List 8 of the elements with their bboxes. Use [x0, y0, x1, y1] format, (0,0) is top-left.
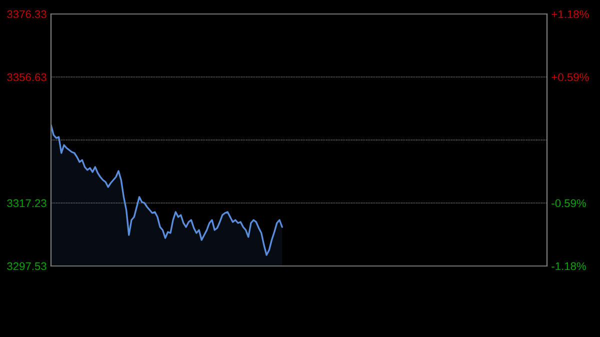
y-tick-label: 3317.23 [7, 199, 46, 208]
y2-tick-label: -0.59% [552, 199, 586, 208]
y2-tick-label: +0.59% [552, 73, 589, 82]
y2-tick-label: -1.18% [552, 262, 586, 270]
y2-tick-label: +1.18% [552, 10, 589, 18]
y-tick-label: 3356.63 [7, 73, 46, 82]
y-tick-label: 3297.53 [7, 262, 46, 270]
y-tick-label: 3376.33 [7, 10, 46, 18]
